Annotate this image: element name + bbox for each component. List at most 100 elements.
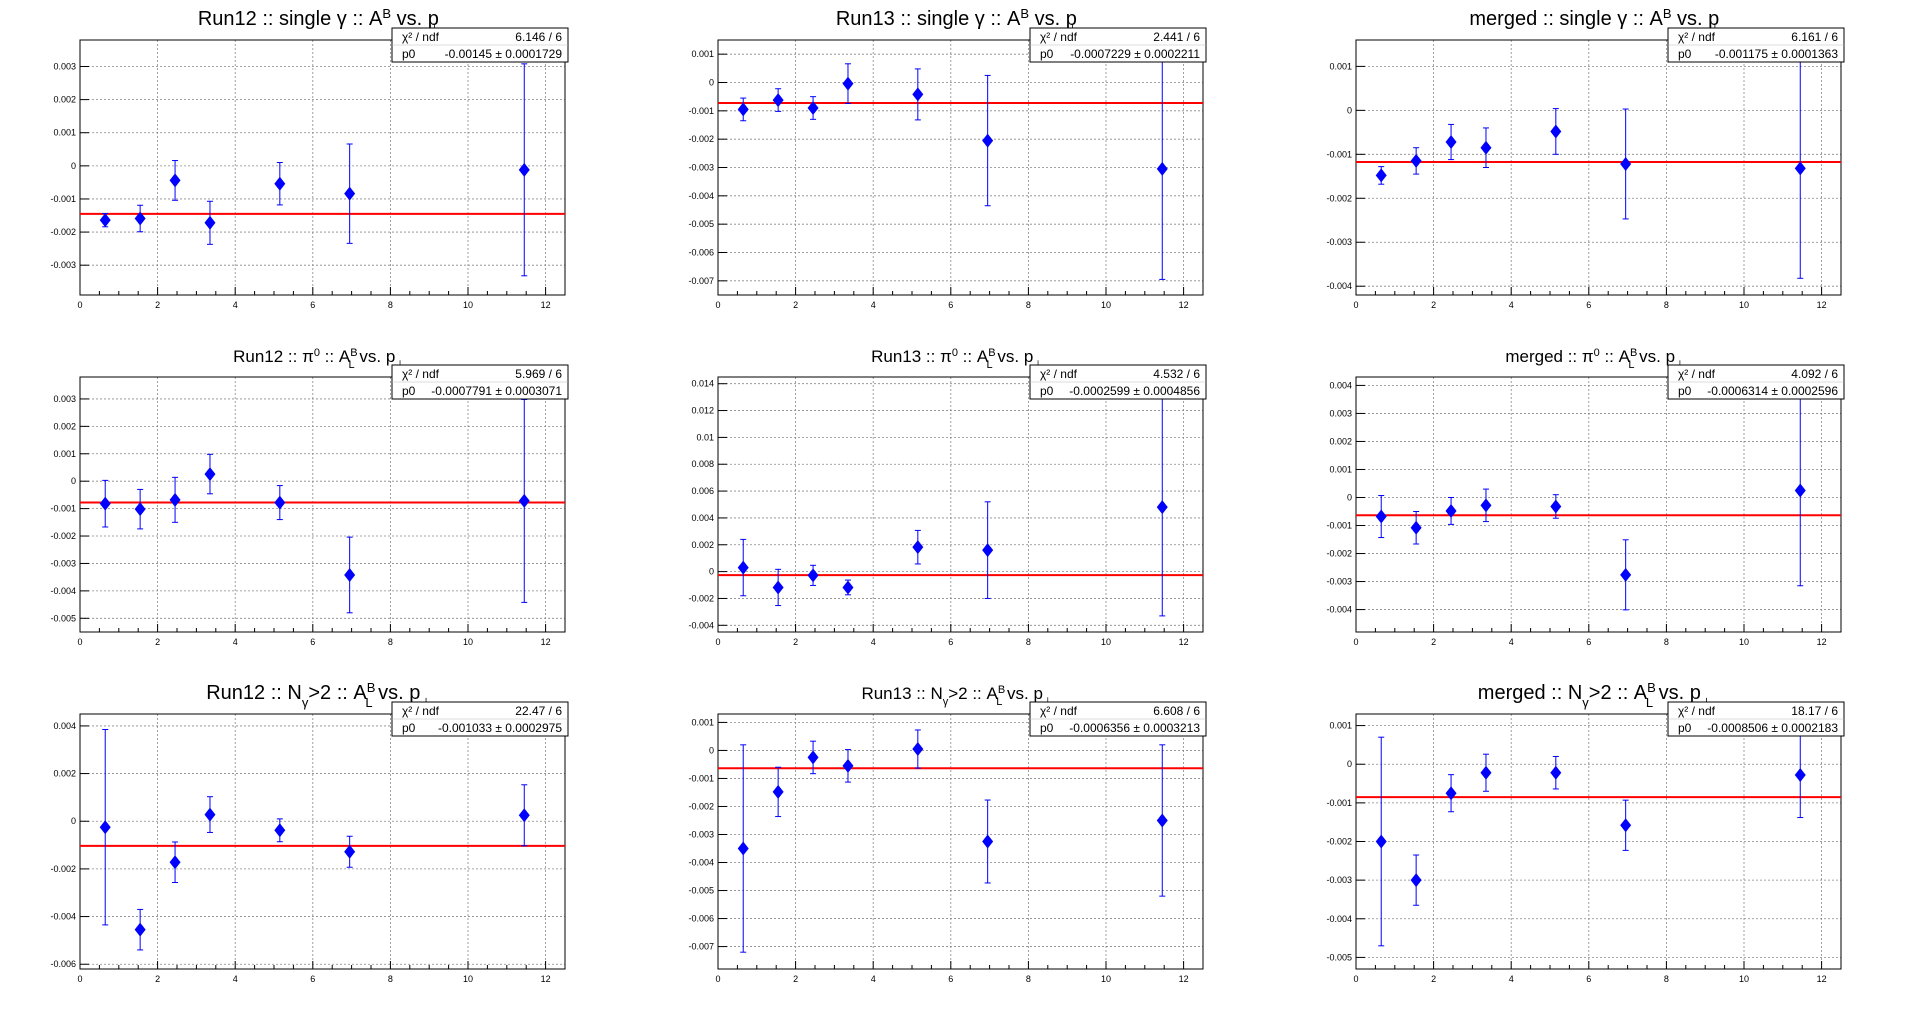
x-tick-label: 0: [1353, 300, 1358, 310]
y-tick-label: -0.005: [50, 613, 76, 623]
stats-chi2-value: 2.441 / 6: [1153, 30, 1200, 44]
chart-title-part: Run12 :: single γ :: A: [198, 8, 383, 30]
x-tick-label: 6: [948, 300, 953, 310]
x-tick-label: 12: [1817, 637, 1827, 647]
chart-title-part: γ: [302, 695, 309, 710]
chart-svg: 0 2 4 6 8 10 12 -0.003 -0.002 -0.001 0 0.001 0.002 0.…: [50, 6, 569, 310]
y-tick-label: -0.003: [50, 260, 76, 270]
x-tick-label: 6: [1586, 974, 1591, 984]
chart-title-part: 0: [952, 347, 958, 359]
x-tick-label: 2: [793, 637, 798, 647]
y-tick-label: -0.001: [1326, 521, 1352, 531]
y-tick-label: 0.003: [1329, 408, 1352, 418]
chart-panel-7: 0 2 4 6 8 10 12 -0.006 -0.004 -0.002 0 0.002 0.004 Ru…: [0, 674, 638, 1011]
x-tick-label: 8: [1664, 974, 1669, 984]
stats-p0-value: -0.001175 ± 0.0001363: [1715, 47, 1838, 61]
chart-title-part: γ: [1582, 695, 1589, 710]
data-point: [1550, 765, 1562, 780]
chart-svg: 0 2 4 6 8 10 12 -0.004 -0.003 -0.002 -0.001 0 0.001 m…: [1326, 6, 1845, 310]
chart-title-part: B: [350, 347, 357, 359]
plot-frame: [1355, 39, 1842, 296]
y-tick-label: 0.001: [1329, 61, 1352, 71]
x-tick-label: 10: [463, 300, 473, 310]
plot-frame: [717, 376, 1204, 633]
chart-panel-5: 0 2 4 6 8 10 12 -0.004 -0.002 0 0.002 0.004 0.006 0.0…: [638, 337, 1276, 674]
stats-chi2-label: χ² / ndf: [1678, 30, 1716, 44]
data-point: [1375, 509, 1387, 524]
chart-svg: 0 2 4 6 8 10 12 -0.004 -0.003 -0.002 -0.001 0 0.001 0…: [1326, 347, 1845, 647]
chart-panel-4: 0 2 4 6 8 10 12 -0.005 -0.004 -0.003 -0.002 -0.001 0…: [0, 337, 638, 674]
y-tick-label: -0.004: [1326, 605, 1352, 615]
x-tick-label: 10: [1101, 300, 1111, 310]
data-point: [842, 758, 854, 773]
y-tick-label: -0.004: [688, 858, 714, 868]
chart-title-part: vs. p: [1002, 684, 1043, 703]
x-tick-label: 6: [310, 637, 315, 647]
data-point: [1375, 834, 1387, 849]
stats-chi2-label: χ² / ndf: [1040, 367, 1078, 381]
data-point: [1445, 503, 1457, 518]
data-point: [99, 820, 111, 835]
chart-title-part: Run12 :: N: [206, 682, 302, 704]
chart-title-part: B: [988, 347, 995, 359]
y-tick-label: 0.014: [691, 379, 714, 389]
x-tick-label: 12: [1179, 974, 1189, 984]
data-point: [842, 76, 854, 91]
data-point: [344, 186, 356, 201]
y-tick-label: 0.002: [53, 769, 76, 779]
y-tick-label: -0.002: [1326, 193, 1352, 203]
stats-p0-value: -0.0006314 ± 0.0002596: [1707, 384, 1838, 398]
y-tick-label: 0.006: [691, 486, 714, 496]
x-tick-label: 8: [388, 300, 393, 310]
chart-title-part: L: [349, 359, 355, 371]
stats-chi2-label: χ² / ndf: [1040, 704, 1078, 718]
data-point: [1480, 498, 1492, 513]
x-tick-label: 8: [1664, 637, 1669, 647]
stats-chi2-label: χ² / ndf: [402, 30, 440, 44]
chart-svg: 0 2 4 6 8 10 12 -0.006 -0.004 -0.002 0 0.002 0.004 Ru…: [50, 680, 569, 984]
x-tick-label: 12: [1179, 637, 1189, 647]
x-tick-label: 2: [793, 974, 798, 984]
chart-title-part: L: [365, 695, 372, 710]
data-point: [737, 560, 749, 575]
x-tick-label: 2: [155, 974, 160, 984]
data-point: [99, 213, 111, 228]
data-point: [1445, 786, 1457, 801]
y-tick-label: -0.002: [50, 227, 76, 237]
y-tick-label: 0.002: [691, 540, 714, 550]
stats-p0-label: p0: [1678, 384, 1692, 398]
x-tick-label: 2: [793, 300, 798, 310]
data-point: [99, 496, 111, 511]
stats-chi2-value: 6.608 / 6: [1153, 704, 1200, 718]
y-tick-label: 0.001: [691, 717, 714, 727]
x-tick-label: 0: [1353, 637, 1358, 647]
data-point: [169, 173, 181, 188]
data-point: [518, 162, 530, 177]
data-point: [737, 102, 749, 117]
stats-p0-value: -0.0002599 ± 0.0004856: [1069, 384, 1200, 398]
x-tick-label: 4: [233, 637, 238, 647]
x-tick-label: 4: [871, 974, 876, 984]
x-tick-label: 10: [1739, 974, 1749, 984]
chart-title-part: Run13 :: single γ :: A: [836, 8, 1021, 30]
x-tick-label: 10: [463, 637, 473, 647]
data-point: [204, 807, 216, 822]
data-point: [169, 492, 181, 507]
data-point: [1156, 500, 1168, 515]
stats-p0-label: p0: [1040, 384, 1054, 398]
y-tick-label: 0: [71, 161, 76, 171]
y-tick-label: -0.006: [688, 248, 714, 258]
y-tick-label: 0.001: [1329, 464, 1352, 474]
y-tick-label: 0.001: [53, 449, 76, 459]
x-tick-label: 0: [715, 300, 720, 310]
x-tick-label: 8: [1026, 637, 1031, 647]
data-point: [772, 93, 784, 108]
y-tick-label: 0.002: [1329, 436, 1352, 446]
y-tick-label: -0.002: [1326, 837, 1352, 847]
chart-title-part: merged :: single γ :: A: [1469, 8, 1663, 30]
data-point: [912, 540, 924, 555]
y-tick-label: 0.001: [1329, 721, 1352, 731]
x-tick-label: 10: [1739, 637, 1749, 647]
x-tick-label: 6: [1586, 637, 1591, 647]
y-tick-label: -0.007: [688, 276, 714, 286]
